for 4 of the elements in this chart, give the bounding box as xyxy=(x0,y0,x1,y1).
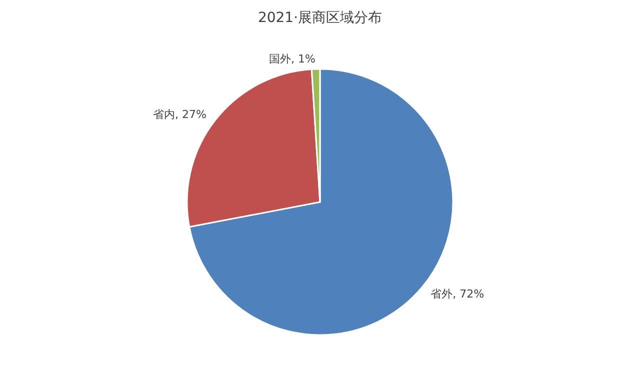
slice-label: 省外, 72% xyxy=(430,288,484,301)
chart-title: 2021·展商区域分布 xyxy=(258,10,382,26)
slice-label: 省内, 27% xyxy=(153,108,206,121)
slice-label: 国外, 1% xyxy=(269,52,316,66)
